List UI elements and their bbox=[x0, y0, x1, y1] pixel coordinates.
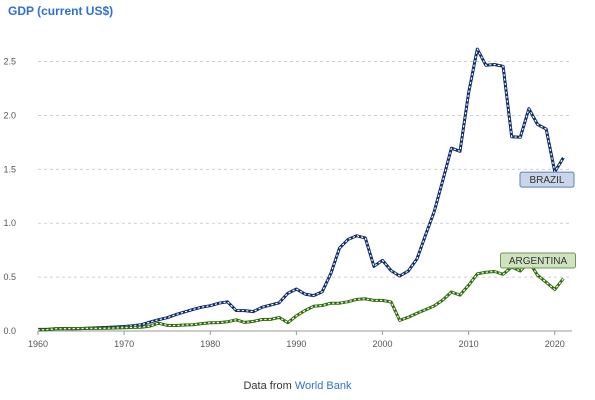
data-series bbox=[37, 47, 565, 332]
source-prefix: Data from bbox=[243, 380, 292, 392]
y-tick-label: 2.5 bbox=[3, 57, 16, 67]
world-bank-link[interactable]: World Bank bbox=[294, 380, 352, 392]
y-tick-label: 2.0 bbox=[3, 110, 16, 120]
brazil-label-text: BRAZIL bbox=[529, 175, 564, 186]
argentina-label-box bbox=[500, 252, 576, 269]
brazil-series-line bbox=[38, 47, 565, 331]
gdp-line-chart: 0.0 0.5 1.0 1.5 2.0 2.5 1960 1970 1980 1990 2000 20… bbox=[3, 47, 576, 349]
chart-title: GDP (current US$) bbox=[8, 4, 114, 18]
x-tick-label: 2020 bbox=[545, 339, 565, 349]
axis-labels: 0.0 0.5 1.0 1.5 2.0 2.5 1960 1970 1980 1990 2000 20… bbox=[3, 57, 564, 349]
x-tick-label: 1990 bbox=[286, 339, 306, 349]
series-labels: BRAZIL ARGENTINA bbox=[500, 171, 576, 269]
argentina-series-label: ARGENTINA bbox=[500, 252, 576, 269]
x-tick-label: 1960 bbox=[28, 339, 48, 349]
argentina-series-dots bbox=[37, 260, 565, 331]
brazil-series-label: BRAZIL bbox=[519, 171, 575, 188]
y-tick-label: 0.0 bbox=[3, 326, 16, 336]
x-tick-label: 2000 bbox=[373, 339, 393, 349]
data-source-note: Data from World Bank bbox=[0, 380, 595, 392]
x-tick-label: 2010 bbox=[459, 339, 479, 349]
argentina-label-text: ARGENTINA bbox=[509, 256, 568, 267]
brazil-series-dots bbox=[37, 47, 565, 330]
y-tick-label: 0.5 bbox=[3, 272, 16, 282]
y-tick-label: 1.0 bbox=[3, 218, 16, 228]
y-tick-label: 1.5 bbox=[3, 164, 16, 174]
x-tick-label: 1970 bbox=[114, 339, 134, 349]
brazil-label-box bbox=[519, 171, 575, 188]
x-tick-label: 1980 bbox=[200, 339, 220, 349]
